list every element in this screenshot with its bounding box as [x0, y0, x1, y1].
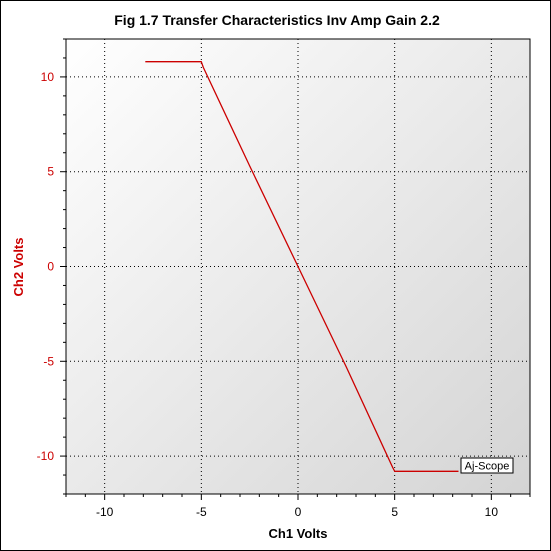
y-tick-label-4: -10	[37, 449, 55, 463]
x-tick-label-4: 10	[485, 505, 499, 519]
y-tick-label-2: 0	[47, 260, 54, 274]
x-tick-label-0: -10	[96, 505, 114, 519]
series-line-0	[145, 61, 459, 472]
watermark-box	[460, 457, 514, 474]
y-tick-label-3: -5	[43, 354, 54, 368]
y-axis-label: Ch2 Volts	[11, 238, 26, 297]
watermark-text: Aj-Scope	[465, 461, 510, 473]
x-axis-label: Ch1 Volts	[269, 526, 328, 541]
x-tick-label-2: 0	[295, 505, 302, 519]
watermark: Aj-Scope	[460, 457, 514, 474]
axis-ticks	[60, 38, 531, 500]
chart-title: Fig 1.7 Transfer Characteristics Inv Amp…	[114, 12, 440, 28]
x-tick-labels: -10 -5 0 5 10	[96, 505, 498, 519]
series-group	[145, 61, 459, 472]
x-tick-label-3: 5	[391, 505, 398, 519]
x-tick-label-1: -5	[196, 505, 207, 519]
y-tick-label-1: 5	[47, 165, 54, 179]
y-tick-labels: 10 5 0 -5 -10	[37, 70, 55, 463]
y-tick-label-0: 10	[41, 70, 55, 84]
